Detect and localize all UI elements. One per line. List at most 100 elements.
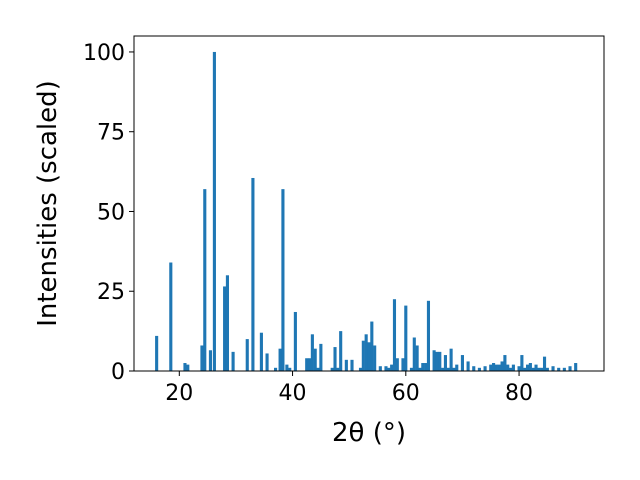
bar [265, 353, 269, 371]
bar [310, 334, 314, 371]
bar [339, 331, 343, 371]
bar [370, 321, 374, 371]
bar [225, 275, 229, 371]
bar [412, 337, 416, 371]
bar [212, 51, 216, 371]
bar [361, 340, 365, 371]
bar [316, 367, 320, 371]
bar [169, 262, 173, 371]
bar [551, 366, 555, 371]
bar [523, 367, 527, 371]
bar [477, 367, 481, 371]
bar [446, 367, 450, 371]
y-tick-label: 100 [83, 41, 125, 66]
bars-group [155, 51, 578, 371]
bar [492, 363, 496, 371]
bar [344, 359, 348, 371]
bar [426, 300, 431, 371]
bar [509, 367, 513, 371]
bar [390, 364, 394, 371]
bar [418, 367, 422, 371]
bar [489, 364, 493, 371]
bar [574, 363, 578, 371]
bar [378, 366, 382, 371]
bar [435, 351, 439, 371]
bar [438, 351, 442, 371]
bar [186, 364, 190, 371]
bar [415, 345, 419, 371]
x-axis: 20 40 60 80 [165, 371, 533, 406]
x-tick-label: 40 [279, 381, 307, 406]
bar [373, 345, 377, 371]
bar [313, 348, 317, 371]
x-tick-label: 80 [505, 381, 533, 406]
y-axis: 0 25 50 75 100 [83, 41, 134, 385]
bar [395, 358, 399, 371]
bar [293, 311, 297, 371]
bar [497, 364, 501, 371]
bar [557, 367, 561, 371]
bar [517, 366, 521, 371]
bar [409, 367, 414, 371]
bar [520, 355, 524, 371]
bar [534, 364, 538, 371]
bar [336, 367, 340, 371]
plot-frame [133, 35, 605, 372]
bar [358, 367, 363, 371]
bar [281, 189, 285, 371]
bar [183, 363, 187, 371]
bar [455, 364, 459, 371]
bar [319, 343, 323, 371]
x-axis-label: 2θ (°) [332, 418, 406, 448]
bar [443, 355, 447, 371]
bar [350, 359, 354, 371]
bar [285, 364, 289, 371]
bar [528, 363, 532, 371]
bar [452, 367, 456, 371]
bar [278, 348, 282, 371]
bar [274, 367, 278, 371]
bar [424, 363, 428, 371]
bar [460, 355, 464, 371]
bar [441, 367, 445, 371]
bar [155, 335, 159, 371]
bar [421, 363, 425, 371]
bar [384, 366, 388, 371]
bar [472, 366, 476, 371]
bar [432, 350, 436, 371]
y-tick-label: 75 [97, 121, 125, 146]
bar [545, 367, 549, 371]
bar [392, 299, 397, 371]
bar [466, 361, 470, 371]
bar [305, 358, 309, 371]
bar [245, 339, 249, 371]
y-tick-label: 50 [97, 200, 125, 225]
bar [483, 366, 487, 371]
y-axis-label: Intensities (scaled) [33, 80, 63, 327]
bar [307, 358, 312, 371]
x-tick-label: 60 [392, 381, 420, 406]
y-tick-label: 0 [111, 360, 125, 385]
bar [568, 366, 572, 371]
bar [401, 358, 405, 371]
bar [251, 177, 255, 371]
bar [333, 347, 337, 371]
bar [506, 364, 510, 371]
bar [364, 334, 368, 371]
bar [203, 189, 207, 371]
bar [231, 351, 235, 371]
bar [494, 364, 498, 371]
bar [537, 367, 541, 371]
bar [542, 356, 547, 371]
bar [288, 367, 292, 371]
bar [511, 364, 515, 371]
bar [526, 364, 530, 371]
bar [330, 367, 334, 371]
bar [449, 348, 453, 371]
bar [503, 355, 507, 371]
bar [223, 286, 227, 371]
bar [200, 345, 204, 371]
bar [404, 305, 408, 371]
